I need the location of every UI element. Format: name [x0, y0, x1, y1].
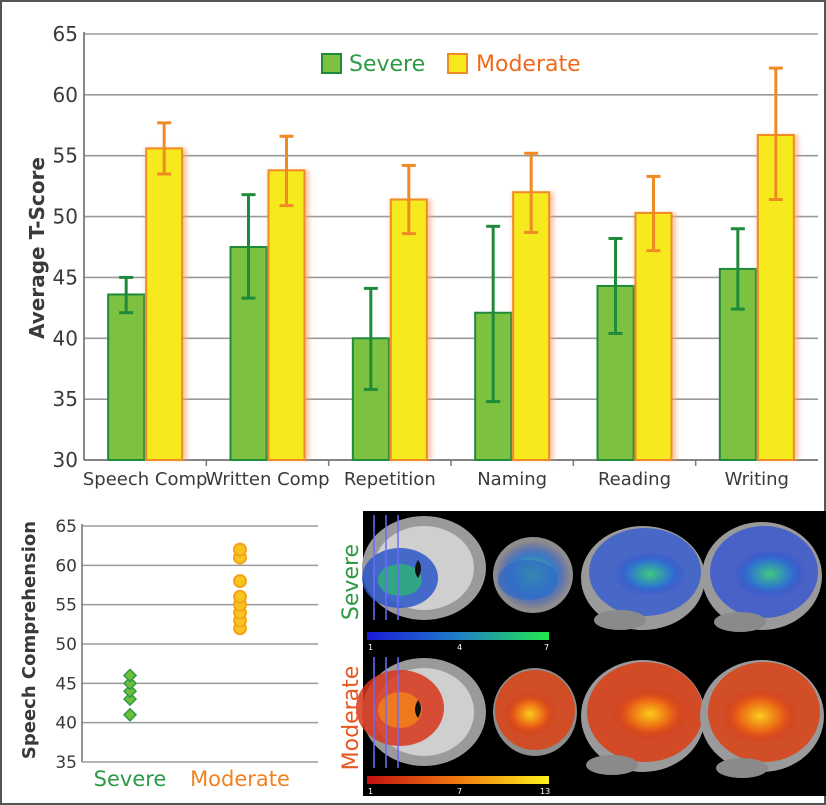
scatter-chart-y-axis-label: Speech Comprehension [19, 521, 40, 759]
brain-row-moderate: 1 7 13 [356, 657, 824, 796]
colorbar-severe [367, 632, 549, 640]
bar-moderate [389, 198, 428, 461]
brain-slice-coronal-severe [362, 515, 486, 620]
bar-x-tick-label: Reading [598, 469, 671, 490]
scatter-x-tick-label: Severe [94, 767, 167, 791]
scatter-point-severe [122, 684, 138, 699]
colorbar-moderate [367, 776, 549, 784]
brain-row-severe: 1 4 7 [362, 515, 822, 652]
scatter-chart: 35 40 45 50 55 60 65 Severe Moderate Speech Com… [19, 517, 318, 791]
colorbar-severe-max: 7 [544, 643, 549, 652]
brain-imaging-panel: 1 4 7 [356, 511, 826, 796]
legend-swatch-moderate [447, 53, 468, 74]
scatter-point-severe [122, 676, 138, 691]
bar-severe [107, 293, 146, 461]
bar-x-tick-label: Writing [725, 469, 789, 490]
bar-y-tick-label: 35 [53, 387, 78, 411]
scatter-chart-points [122, 542, 247, 722]
colorbar-moderate-mid: 7 [457, 787, 462, 796]
brain-slice-sagittal-1-severe [493, 537, 573, 613]
bar-chart-y-axis-label: Average T-Score [25, 157, 49, 339]
brain-row-label-severe: Severe [339, 544, 364, 620]
bar-y-tick-label: 45 [53, 265, 78, 289]
bar-chart-y-ticks: 30 35 40 45 50 55 60 65 [53, 22, 78, 472]
bar-moderate [267, 169, 306, 461]
scatter-y-tick-label: 55 [55, 596, 77, 616]
brain-slice-sagittal-2-severe [581, 526, 705, 630]
bar-chart-bars [107, 134, 799, 461]
brain-row-label-moderate: Moderate [339, 666, 364, 771]
scatter-x-tick-label: Moderate [190, 767, 290, 791]
brain-slice-coronal-moderate [356, 657, 486, 768]
scatter-y-tick-label: 50 [55, 635, 77, 655]
brain-row-moderate-colorbar: 1 7 13 [367, 776, 550, 796]
brain-slice-sagittal-1-moderate [493, 668, 577, 756]
scatter-y-tick-label: 65 [55, 517, 77, 537]
bar-moderate [634, 211, 673, 461]
brain-slice-sagittal-3-severe [702, 522, 822, 632]
bar-y-tick-label: 40 [53, 326, 78, 350]
colorbar-severe-min: 1 [368, 643, 373, 652]
bar-chart-gridlines [83, 32, 818, 461]
scatter-point-severe [122, 707, 138, 722]
scatter-y-tick-label: 60 [55, 556, 77, 576]
legend-label-moderate: Moderate [476, 52, 581, 77]
scatter-point-moderate [233, 542, 247, 557]
colorbar-severe-mid: 4 [457, 643, 462, 652]
legend-swatch-severe [321, 53, 342, 74]
bar-moderate [145, 147, 184, 461]
brain-row-severe-colorbar: 1 4 7 [367, 632, 549, 652]
bar-x-tick-label: Written Comp [205, 469, 329, 490]
brain-slice-sagittal-2-moderate [581, 660, 705, 775]
bar-y-tick-label: 65 [53, 22, 78, 46]
bar-x-tick-label: Repetition [344, 469, 436, 490]
bar-y-tick-label: 55 [53, 144, 78, 168]
colorbar-moderate-min: 1 [368, 787, 373, 796]
scatter-chart-x-ticks: Severe Moderate [94, 767, 290, 791]
scatter-y-tick-label: 45 [55, 674, 77, 694]
scatter-point-severe [122, 692, 138, 707]
scatter-y-tick-label: 40 [55, 714, 77, 734]
scatter-point-moderate [233, 574, 247, 589]
bar-x-tick-label: Speech Comp [83, 469, 208, 490]
bar-chart-legend: Severe Moderate [321, 52, 581, 77]
bar-y-tick-label: 60 [53, 83, 78, 107]
scatter-point-severe [122, 668, 138, 683]
scatter-point-moderate [233, 589, 247, 604]
bar-y-tick-label: 50 [53, 205, 78, 229]
bar-x-tick-label: Naming [477, 469, 547, 490]
bar-chart-error-bars [119, 66, 783, 404]
bar-moderate [512, 191, 551, 461]
bar-y-tick-label: 30 [53, 448, 78, 472]
scatter-chart-y-ticks: 35 40 45 50 55 60 65 [55, 517, 77, 773]
colorbar-moderate-max: 13 [540, 787, 550, 796]
brain-slice-sagittal-3-moderate [700, 660, 824, 778]
scatter-chart-gridlines [81, 524, 318, 763]
legend-label-severe: Severe [349, 52, 425, 77]
scatter-y-tick-label: 35 [55, 753, 77, 773]
